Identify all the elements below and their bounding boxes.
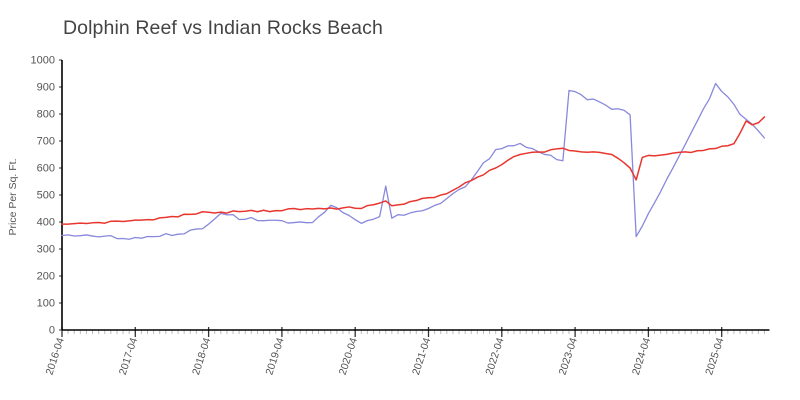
svg-text:0: 0 (49, 325, 55, 337)
svg-text:2024-04: 2024-04 (630, 336, 653, 377)
svg-text:2019-04: 2019-04 (263, 336, 286, 377)
svg-text:700: 700 (37, 136, 55, 148)
svg-text:500: 500 (37, 190, 55, 202)
svg-text:2021-04: 2021-04 (410, 336, 433, 377)
svg-text:200: 200 (37, 271, 55, 283)
svg-text:2020-04: 2020-04 (337, 336, 360, 377)
svg-text:100: 100 (37, 298, 55, 310)
svg-text:2022-04: 2022-04 (483, 336, 506, 377)
svg-text:2025-04: 2025-04 (703, 336, 726, 377)
svg-text:300: 300 (37, 244, 55, 256)
svg-text:2017-04: 2017-04 (117, 336, 140, 377)
svg-text:Dolphin Reef vs Indian Rocks B: Dolphin Reef vs Indian Rocks Beach (63, 17, 383, 39)
svg-text:1000: 1000 (31, 55, 55, 67)
svg-text:600: 600 (37, 163, 55, 175)
svg-text:900: 900 (37, 82, 55, 94)
svg-text:2018-04: 2018-04 (190, 336, 213, 377)
svg-text:2023-04: 2023-04 (557, 336, 580, 377)
svg-text:400: 400 (37, 217, 55, 229)
svg-text:2016-04: 2016-04 (44, 336, 67, 377)
svg-text:800: 800 (37, 109, 55, 121)
svg-text:Price Per Sq. Ft.: Price Per Sq. Ft. (7, 158, 19, 235)
